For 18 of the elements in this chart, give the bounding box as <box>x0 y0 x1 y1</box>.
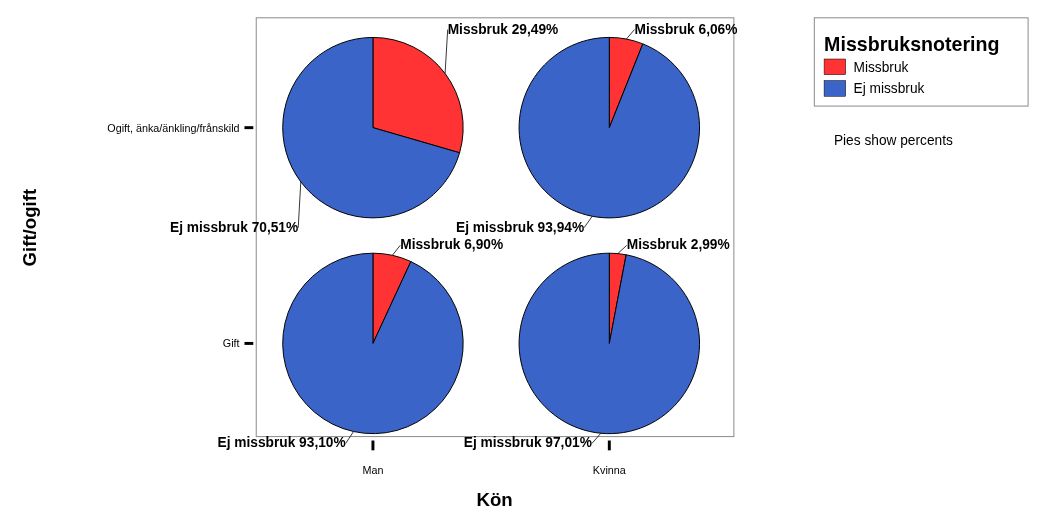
text: Pies show percents <box>833 133 953 149</box>
legend-title: Missbruksnotering <box>824 33 1000 56</box>
text: Man <box>362 463 384 476</box>
slice-label: Ej missbruk 93,94% <box>456 219 585 235</box>
text: Gift/ogift <box>18 188 40 267</box>
slice-label: Missbruk 6,90% <box>400 237 504 253</box>
slice-label: Missbruk 2,99% <box>626 237 730 253</box>
slice-label: Missbruk 6,06% <box>634 21 738 37</box>
text: Ogift, änka/änkling/frånskild <box>107 121 240 134</box>
category-label: Ej missbruk 70,51% <box>170 219 299 235</box>
legend-label: Ej missbruk 93,10% <box>217 435 346 451</box>
legend-label: Missbruk <box>853 59 909 75</box>
text: Kön <box>476 489 513 511</box>
legend-label: Ej missbruk <box>853 81 925 97</box>
text: Kvinna <box>592 463 626 476</box>
text: Gift <box>222 337 240 350</box>
category-label: Missbruk 29,49% <box>447 21 559 37</box>
legend-label: Ej missbruk 97,01% <box>463 435 592 451</box>
